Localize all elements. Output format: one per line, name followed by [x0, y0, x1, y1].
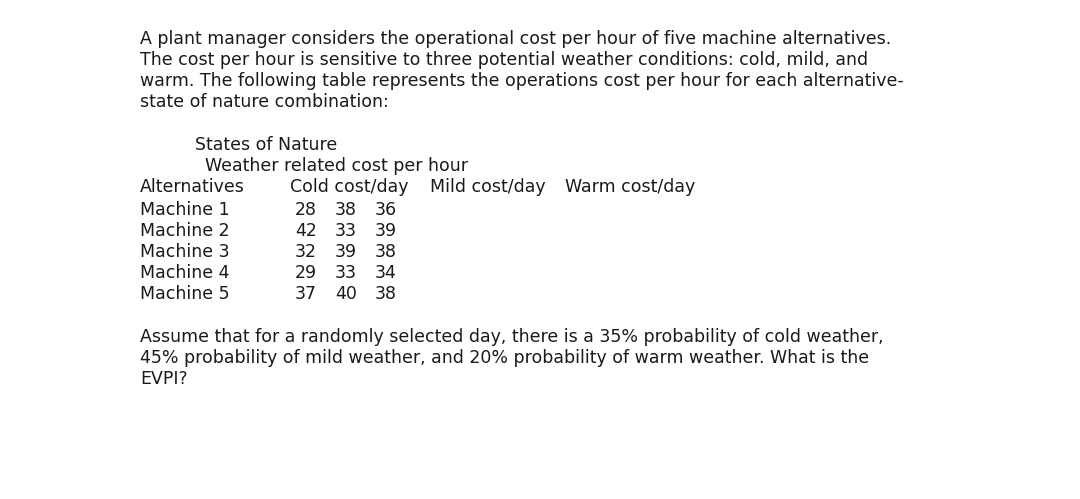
Text: 34: 34: [375, 264, 396, 282]
Text: 36: 36: [375, 201, 397, 219]
Text: Alternatives: Alternatives: [140, 178, 245, 196]
Text: 29: 29: [295, 264, 318, 282]
Text: Mild cost/day: Mild cost/day: [430, 178, 545, 196]
Text: 39: 39: [335, 243, 357, 261]
Text: 39: 39: [375, 222, 397, 240]
Text: 33: 33: [335, 264, 357, 282]
Text: 33: 33: [335, 222, 357, 240]
Text: Machine 4: Machine 4: [140, 264, 229, 282]
Text: 28: 28: [295, 201, 318, 219]
Text: Cold cost/day: Cold cost/day: [291, 178, 408, 196]
Text: Assume that for a randomly selected day, there is a 35% probability of cold weat: Assume that for a randomly selected day,…: [140, 328, 883, 346]
Text: The cost per hour is sensitive to three potential weather conditions: cold, mild: The cost per hour is sensitive to three …: [140, 51, 868, 69]
Text: Machine 5: Machine 5: [140, 285, 230, 303]
Text: warm. The following table represents the operations cost per hour for each alter: warm. The following table represents the…: [140, 72, 904, 90]
Text: Warm cost/day: Warm cost/day: [565, 178, 696, 196]
Text: 38: 38: [335, 201, 357, 219]
Text: 42: 42: [295, 222, 316, 240]
Text: 37: 37: [295, 285, 318, 303]
Text: States of Nature: States of Nature: [195, 136, 337, 154]
Text: 38: 38: [375, 243, 397, 261]
Text: Machine 2: Machine 2: [140, 222, 230, 240]
Text: 40: 40: [335, 285, 356, 303]
Text: 32: 32: [295, 243, 318, 261]
Text: Machine 3: Machine 3: [140, 243, 230, 261]
Text: 45% probability of mild weather, and 20% probability of warm weather. What is th: 45% probability of mild weather, and 20%…: [140, 349, 869, 367]
Text: 38: 38: [375, 285, 397, 303]
Text: state of nature combination:: state of nature combination:: [140, 93, 389, 111]
Text: EVPI?: EVPI?: [140, 370, 188, 388]
Text: A plant manager considers the operational cost per hour of five machine alternat: A plant manager considers the operationa…: [140, 30, 891, 48]
Text: Machine 1: Machine 1: [140, 201, 230, 219]
Text: Weather related cost per hour: Weather related cost per hour: [205, 157, 468, 175]
